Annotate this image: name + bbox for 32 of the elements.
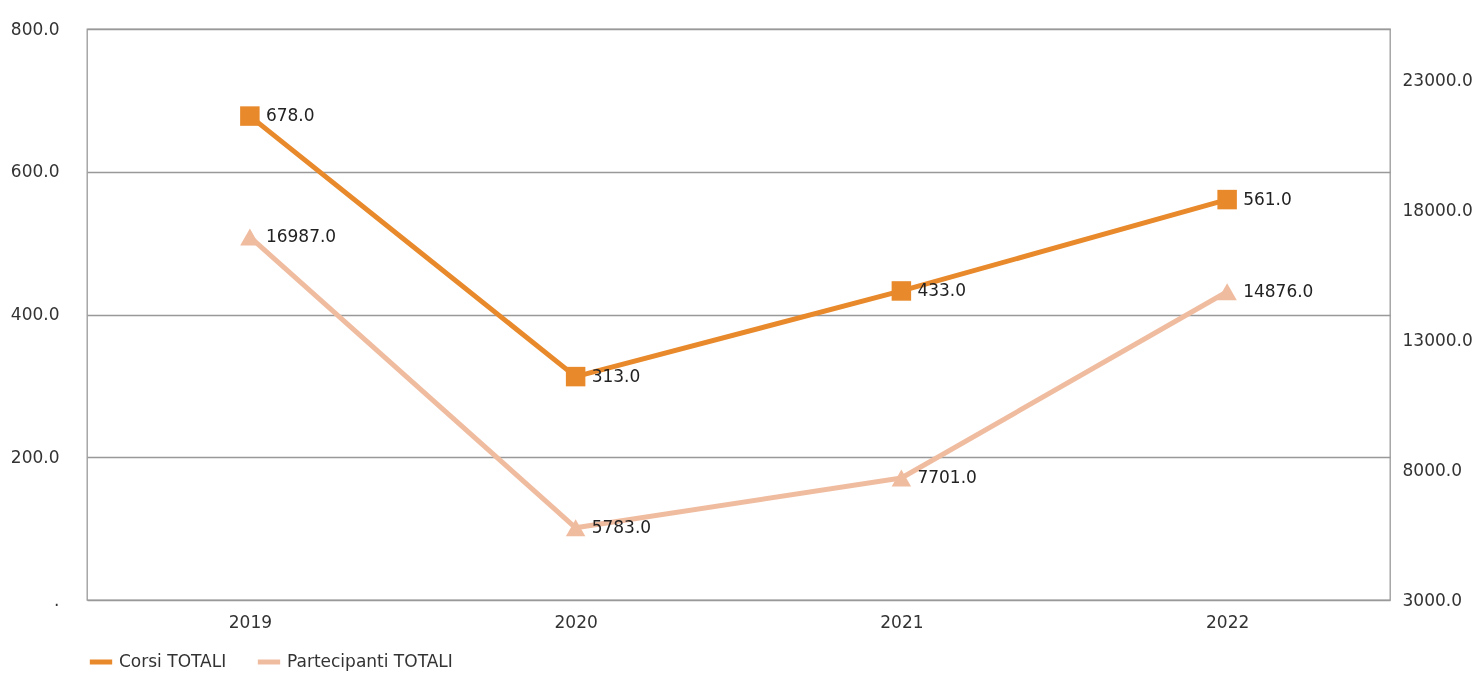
legend-label: Partecipanti TOTALI	[287, 651, 453, 671]
x-tick-label: 2021	[880, 611, 924, 632]
data-label: 7701.0	[917, 466, 977, 487]
data-label: 5783.0	[591, 516, 652, 537]
y2-tick-label: 23000.0	[1402, 70, 1473, 91]
y-tick-label: 800.0	[10, 18, 60, 39]
data-label: 313.0	[591, 365, 641, 386]
point	[1217, 189, 1237, 210]
data-label: 14876.0	[1243, 280, 1314, 301]
data-label: 433.0	[917, 279, 967, 300]
y-tick-label: 600.0	[10, 161, 60, 182]
y2-tick-label: 18000.0	[1402, 200, 1473, 221]
y2-tick-label: 13000.0	[1402, 329, 1473, 350]
x-tick-label: 2020	[554, 611, 598, 632]
y2-tick-label: 3000.0	[1402, 589, 1462, 610]
y-tick-label: 200.0	[10, 446, 60, 467]
y-tick-label: .	[54, 589, 60, 610]
y2-tick-label: 8000.0	[1402, 459, 1462, 480]
data-label: 16987.0	[265, 225, 337, 246]
x-tick-label: 2019	[228, 611, 273, 632]
legend-label: Corsi TOTALI	[119, 651, 227, 671]
point	[565, 519, 586, 537]
point	[240, 106, 260, 126]
x-tick-label: 2022	[1205, 611, 1250, 632]
point	[240, 228, 260, 246]
point	[891, 469, 912, 487]
data-label: 678.0	[265, 105, 315, 126]
point	[891, 281, 912, 301]
point	[1217, 283, 1237, 301]
point	[565, 366, 586, 387]
y-tick-label: 400.0	[10, 304, 60, 324]
data-label: 561.0	[1243, 188, 1292, 209]
